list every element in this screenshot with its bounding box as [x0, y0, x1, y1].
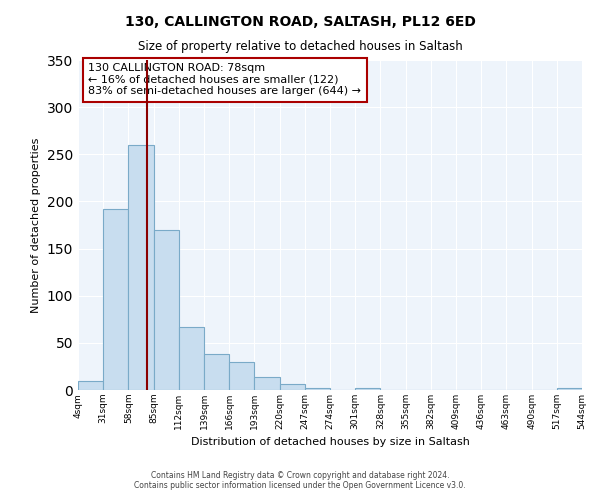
Bar	[557, 388, 582, 390]
Bar	[204, 354, 229, 390]
Bar	[355, 388, 380, 390]
Bar	[229, 362, 254, 390]
Bar	[128, 145, 154, 390]
X-axis label: Distribution of detached houses by size in Saltash: Distribution of detached houses by size …	[191, 438, 469, 448]
Bar	[254, 377, 280, 390]
Y-axis label: Number of detached properties: Number of detached properties	[31, 138, 41, 312]
Text: Contains HM Land Registry data © Crown copyright and database right 2024.
Contai: Contains HM Land Registry data © Crown c…	[134, 470, 466, 490]
Bar	[280, 384, 305, 390]
Text: Size of property relative to detached houses in Saltash: Size of property relative to detached ho…	[137, 40, 463, 53]
Text: 130 CALLINGTON ROAD: 78sqm
← 16% of detached houses are smaller (122)
83% of sem: 130 CALLINGTON ROAD: 78sqm ← 16% of deta…	[88, 64, 361, 96]
Bar	[103, 209, 128, 390]
Text: 130, CALLINGTON ROAD, SALTASH, PL12 6ED: 130, CALLINGTON ROAD, SALTASH, PL12 6ED	[125, 15, 475, 29]
Bar	[179, 327, 204, 390]
Bar	[78, 380, 103, 390]
Bar	[154, 230, 179, 390]
Bar	[305, 388, 330, 390]
